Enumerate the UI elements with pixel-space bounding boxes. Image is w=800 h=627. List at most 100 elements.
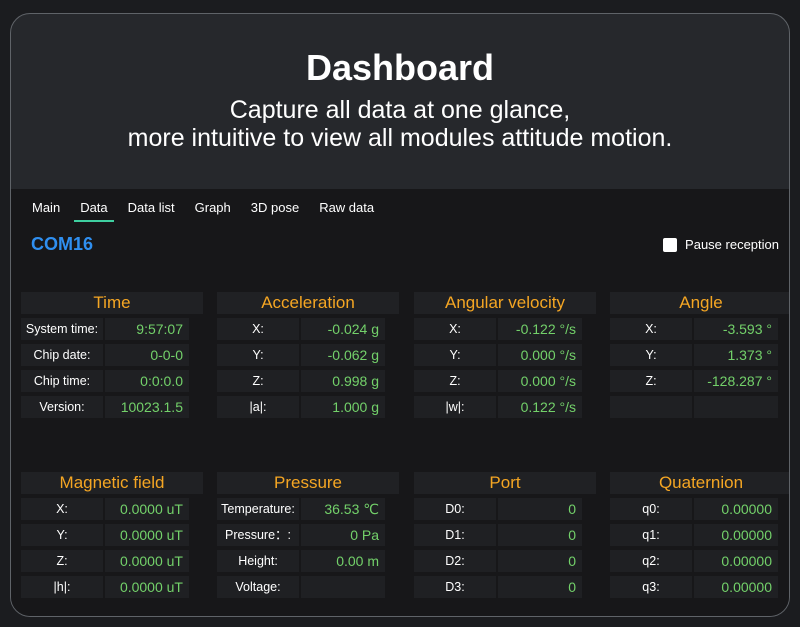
- row-label: Y:: [217, 344, 299, 366]
- row-value: 0.00000: [694, 498, 778, 520]
- data-row: X: -3.593 °: [610, 318, 789, 340]
- data-row: Pressure：: 0 Pa: [217, 524, 399, 546]
- data-row: [610, 396, 789, 418]
- hero-banner: Dashboard Capture all data at one glance…: [11, 14, 789, 189]
- data-row: Chip time: 0:0:0.0: [21, 370, 203, 392]
- data-row: |h|: 0.0000 uT: [21, 576, 203, 598]
- row-label: Voltage:: [217, 576, 299, 598]
- row-value: 0:0:0.0: [105, 370, 189, 392]
- pause-reception-label: Pause reception: [685, 237, 779, 252]
- tab-3d-pose[interactable]: 3D pose: [250, 200, 300, 215]
- card-port: Port D0: 0 D1: 0 D2: 0 D3: 0: [414, 472, 596, 598]
- port-name: COM16: [31, 234, 94, 254]
- data-row: X: 0.0000 uT: [21, 498, 203, 520]
- row-label: Z:: [217, 370, 299, 392]
- app-window: Main Data Data list Graph 3D pose Raw da…: [11, 189, 789, 616]
- data-row: Chip date: 0-0-0: [21, 344, 203, 366]
- tab-data[interactable]: Data: [70, 200, 117, 222]
- row-label: D1:: [414, 524, 496, 546]
- data-row: q3: 0.00000: [610, 576, 789, 598]
- screenshot-frame: Dashboard Capture all data at one glance…: [10, 13, 790, 617]
- data-row: X: -0.024 g: [217, 318, 399, 340]
- row-value: 0.000 °/s: [498, 370, 582, 392]
- row-label: D0:: [414, 498, 496, 520]
- card-pressure: Pressure Temperature: 36.53 ℃ Pressure：: 0 P…: [217, 472, 399, 598]
- data-row: Z: 0.000 °/s: [414, 370, 596, 392]
- card-acceleration: Acceleration X: -0.024 g Y: -0.062 g Z: 0.998 …: [217, 292, 399, 418]
- pause-reception-toggle[interactable]: Pause reception: [663, 237, 779, 252]
- row-value: -0.062 g: [301, 344, 385, 366]
- row-label: Z:: [414, 370, 496, 392]
- hero-subtitle: Capture all data at one glance, more int…: [11, 96, 789, 152]
- row-value: 0.00 m: [301, 550, 385, 572]
- row-label: X:: [217, 318, 299, 340]
- data-row: D2: 0: [414, 550, 596, 572]
- row-label: Y:: [414, 344, 496, 366]
- row-label: Chip time:: [21, 370, 103, 392]
- row-label: Y:: [21, 524, 103, 546]
- row-value: [301, 576, 385, 598]
- data-row: Z: 0.998 g: [217, 370, 399, 392]
- data-row: q2: 0.00000: [610, 550, 789, 572]
- card-time: Time System time: 9:57:07 Chip date: 0-0-0 Ch…: [21, 292, 203, 418]
- row-value: 0.0000 uT: [105, 498, 189, 520]
- row-value: 1.373 °: [694, 344, 778, 366]
- row-value: -128.287 °: [694, 370, 778, 392]
- card-angle: Angle X: -3.593 ° Y: 1.373 ° Z: -128.287 °: [610, 292, 789, 418]
- data-row: q1: 0.00000: [610, 524, 789, 546]
- row-value: 0.0000 uT: [105, 524, 189, 546]
- data-row: Temperature: 36.53 ℃: [217, 498, 399, 520]
- data-row: q0: 0.00000: [610, 498, 789, 520]
- hero-subtitle-line-1: Capture all data at one glance,: [229, 96, 571, 124]
- row-label: |a|:: [217, 396, 299, 418]
- row-value: 9:57:07: [105, 318, 189, 340]
- row-value: -3.593 °: [694, 318, 778, 340]
- data-row: Z: -128.287 °: [610, 370, 789, 392]
- hero-title: Dashboard: [305, 47, 495, 88]
- row-value: 0.000 °/s: [498, 344, 582, 366]
- data-row: D0: 0: [414, 498, 596, 520]
- pause-reception-checkbox[interactable]: [663, 237, 678, 252]
- row-label: System time:: [21, 318, 103, 340]
- row-value: 0.0000 uT: [105, 550, 189, 572]
- row-label: D2:: [414, 550, 496, 572]
- card-quaternion: Quaternion q0: 0.00000 q1: 0.00000 q2: 0.00000…: [610, 472, 789, 598]
- data-row: Y: -0.062 g: [217, 344, 399, 366]
- row-value: 0: [498, 524, 582, 546]
- row-label: q2:: [610, 550, 692, 572]
- data-row: Y: 0.000 °/s: [414, 344, 596, 366]
- row-label: |w|:: [414, 396, 496, 418]
- row-value: 1.000 g: [301, 396, 385, 418]
- row-value: 0: [498, 498, 582, 520]
- row-label: Version:: [21, 396, 103, 418]
- row-label: X:: [414, 318, 496, 340]
- row-value: 0.00000: [694, 576, 778, 598]
- data-row: X: -0.122 °/s: [414, 318, 596, 340]
- tab-main[interactable]: Main: [32, 200, 61, 215]
- row-value: 0.122 °/s: [498, 396, 582, 418]
- tab-raw-data[interactable]: Raw data: [319, 200, 375, 215]
- row-value: -0.122 °/s: [498, 318, 582, 340]
- data-row: System time: 9:57:07: [21, 318, 203, 340]
- row-value: 0.00000: [694, 550, 778, 572]
- card-title: Angle: [610, 292, 789, 314]
- row-label: Temperature:: [217, 498, 299, 520]
- hero-subtitle-line-2: more intuitive to view all modules attit…: [127, 124, 673, 152]
- row-label: X:: [610, 318, 692, 340]
- card-title: Quaternion: [610, 472, 789, 494]
- card-title: Acceleration: [217, 292, 399, 314]
- row-value: -0.024 g: [301, 318, 385, 340]
- tab-data-list[interactable]: Data list: [127, 200, 175, 215]
- row-value: [694, 396, 778, 418]
- data-row: Z: 0.0000 uT: [21, 550, 203, 572]
- data-row: |w|: 0.122 °/s: [414, 396, 596, 418]
- card-title: Pressure: [217, 472, 399, 494]
- tab-bar: Main Data Data list Graph 3D pose Raw da…: [22, 200, 384, 222]
- row-label: Height:: [217, 550, 299, 572]
- card-title: Time: [21, 292, 203, 314]
- row-label: Pressure：:: [217, 524, 299, 546]
- card-magnetic-field: Magnetic field X: 0.0000 uT Y: 0.0000 uT Z: 0.…: [21, 472, 203, 598]
- row-value: 0.0000 uT: [105, 576, 189, 598]
- tab-graph[interactable]: Graph: [194, 200, 231, 215]
- data-row: Version: 10023.1.5: [21, 396, 203, 418]
